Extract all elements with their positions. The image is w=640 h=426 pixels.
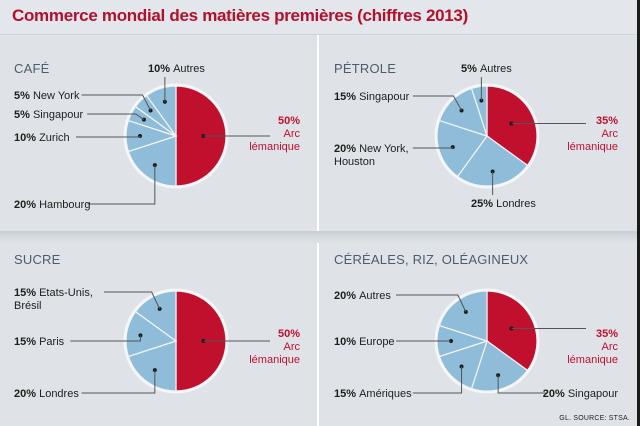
panel-title: CAFÉ (14, 61, 50, 76)
slice-label-arc-lemanique: 35% Arc lémanique (567, 115, 618, 153)
slice-label-londres: 20% Londres (14, 388, 79, 400)
leader-line (87, 113, 145, 121)
slice-label-new-york: 5% New York (14, 90, 80, 102)
slice-label-zurich: 10% Zurich (14, 132, 70, 144)
pie-slice-arc-lemanique (486, 85, 538, 167)
pie-slice-new-york-houston (436, 119, 488, 178)
leader-line (70, 335, 141, 342)
leader-line (396, 294, 467, 313)
pie-chart-sucre: SUCRE 50% Arc lémanique 20% Londres 15% Paris… (14, 252, 301, 400)
panel-title: CÉRÉALES, RIZ, OLÉAGINEUX (334, 252, 528, 267)
horizontal-divider (0, 231, 637, 233)
leader-line (104, 291, 161, 310)
leader-line (412, 95, 462, 111)
slice-label-arc-lemanique: 35% Arc lémanique (567, 328, 618, 366)
slice-label-arc-lemanique: 50% Arc lémanique (249, 328, 300, 366)
leader-line (81, 370, 156, 394)
pie-slice-londres (456, 135, 529, 187)
slice-label-singapour: 5% Singapour (14, 109, 83, 121)
slice-label-arc-lemanique: 50% Arc lémanique (249, 115, 300, 153)
pie-slice-autres (470, 85, 488, 137)
vertical-divider (317, 35, 319, 426)
pie-slice-arc-lemanique (486, 290, 538, 372)
page-title: Commerce mondial des matières premières … (12, 6, 468, 25)
leader-line (81, 94, 151, 111)
pie-chart-petrole: PÉTROLE 35% Arc lémanique 25% Londres 20% New… (334, 61, 619, 210)
leader-line (412, 147, 454, 149)
slice-label-autres: 20% Autres (334, 290, 391, 302)
slice-label-paris: 15% Paris (14, 336, 65, 348)
right-edge (637, 0, 640, 426)
title-bar: Commerce mondial des matières premières … (0, 0, 637, 35)
leader-line (497, 375, 546, 394)
slice-label-autres: 5% Autres (461, 63, 512, 75)
slice-label-hambourg: 20% Hambourg (14, 199, 90, 211)
pie-slice-singapour (470, 340, 529, 392)
slice-label-europe: 10% Europe (334, 336, 395, 348)
pie-slice-londres (127, 340, 177, 392)
slice-label-ameriques: 15% Amériques (334, 388, 412, 400)
slice-label-autres: 10% Autres (148, 63, 205, 75)
pie-chart-cafe: CAFÉ 50% Arc lémanique 20% Hambourg 10% Zuric… (14, 61, 301, 211)
pie-slice-autres (145, 85, 177, 138)
divider-shadow (0, 233, 637, 243)
leader-line (87, 165, 156, 205)
slice-label-singapour: 15% Singapour (334, 91, 410, 103)
leader-line (76, 136, 141, 138)
leader-line (412, 366, 463, 394)
pie-chart-cereales-riz-oleagineux: CÉRÉALES, RIZ, OLÉAGINEUX 35% Arc lémanique… (334, 252, 619, 400)
slice-label-londres: 25% Londres (471, 198, 536, 210)
panel-title: SUCRE (14, 252, 61, 267)
slice-label-singapour: 20% Singapour (543, 388, 619, 400)
slice-label-new-york-houston: 20% New York, Houston (334, 143, 409, 168)
pie-slice-hambourg (127, 135, 177, 187)
slice-label-etats-unis-bresil: 15% Etats-Unis, Brésil (14, 287, 93, 312)
pie-slice-autres (438, 290, 488, 342)
panel-title: PÉTROLE (334, 61, 396, 76)
source-note: GL. SOURCE: STSA. (559, 415, 630, 422)
